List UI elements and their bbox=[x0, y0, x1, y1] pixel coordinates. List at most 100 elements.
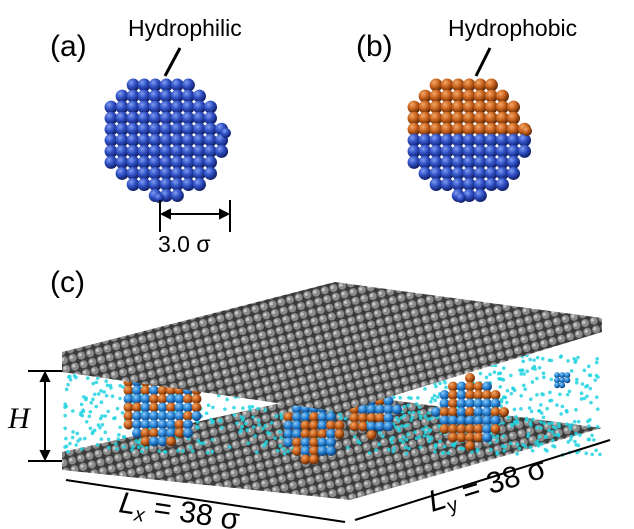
water bbox=[399, 439, 403, 443]
water bbox=[406, 432, 410, 436]
water bbox=[444, 386, 448, 390]
height-arrow bbox=[28, 371, 62, 461]
water bbox=[387, 448, 391, 452]
water bbox=[88, 410, 92, 414]
water bbox=[402, 435, 406, 439]
water bbox=[586, 420, 590, 424]
water bbox=[111, 394, 115, 398]
particle bbox=[522, 126, 532, 136]
water bbox=[71, 436, 75, 440]
water bbox=[542, 422, 546, 426]
water bbox=[557, 433, 561, 437]
water bbox=[510, 392, 514, 396]
panel-label: (b) bbox=[356, 30, 393, 63]
water bbox=[235, 421, 239, 425]
water bbox=[595, 361, 599, 365]
water bbox=[89, 427, 93, 431]
water bbox=[427, 429, 431, 433]
water bbox=[568, 390, 572, 394]
water bbox=[265, 440, 269, 444]
water bbox=[566, 359, 570, 363]
water bbox=[84, 396, 88, 400]
particle bbox=[499, 407, 509, 417]
water bbox=[114, 442, 118, 446]
water bbox=[97, 392, 101, 396]
water bbox=[547, 428, 551, 432]
water bbox=[513, 389, 517, 393]
water bbox=[434, 444, 438, 448]
water bbox=[416, 396, 420, 400]
water bbox=[489, 448, 493, 452]
water bbox=[121, 411, 125, 415]
water bbox=[96, 443, 100, 447]
water bbox=[574, 443, 578, 447]
water bbox=[502, 449, 506, 453]
water bbox=[87, 415, 91, 419]
water bbox=[163, 450, 167, 454]
water bbox=[404, 445, 408, 449]
water bbox=[247, 441, 251, 445]
water bbox=[71, 430, 75, 434]
water bbox=[479, 372, 483, 376]
water bbox=[407, 396, 411, 400]
particle bbox=[465, 441, 475, 451]
water bbox=[531, 418, 535, 422]
water bbox=[418, 414, 422, 418]
water bbox=[378, 443, 382, 447]
water bbox=[374, 448, 378, 452]
water bbox=[93, 429, 97, 433]
water bbox=[581, 382, 585, 386]
water bbox=[539, 426, 543, 430]
water bbox=[553, 433, 557, 437]
water bbox=[553, 445, 557, 449]
water bbox=[525, 369, 529, 373]
water bbox=[122, 445, 126, 449]
water bbox=[587, 424, 591, 428]
water bbox=[537, 444, 541, 448]
water bbox=[496, 452, 500, 456]
water bbox=[207, 403, 211, 407]
particle bbox=[559, 382, 565, 388]
water bbox=[368, 451, 372, 455]
water bbox=[519, 372, 523, 376]
water bbox=[539, 403, 543, 407]
water bbox=[106, 410, 110, 414]
water bbox=[526, 435, 530, 439]
water bbox=[433, 450, 437, 454]
water bbox=[528, 406, 532, 410]
water bbox=[107, 446, 111, 450]
water bbox=[74, 443, 78, 447]
water bbox=[590, 434, 594, 438]
water bbox=[573, 360, 577, 364]
water bbox=[584, 385, 588, 389]
water bbox=[181, 449, 185, 453]
water bbox=[241, 406, 245, 410]
water bbox=[116, 437, 120, 441]
water bbox=[418, 405, 422, 409]
water bbox=[274, 414, 278, 418]
water bbox=[574, 408, 578, 412]
water bbox=[93, 392, 97, 396]
water bbox=[276, 449, 280, 453]
water bbox=[408, 411, 412, 415]
water bbox=[548, 391, 552, 395]
water bbox=[251, 415, 255, 419]
annotation: Hydrophilic bbox=[128, 15, 242, 41]
water bbox=[501, 444, 505, 448]
water bbox=[282, 447, 286, 451]
particle bbox=[392, 405, 402, 415]
water bbox=[109, 386, 113, 390]
water bbox=[257, 419, 261, 423]
water bbox=[488, 373, 492, 377]
water bbox=[122, 435, 126, 439]
water bbox=[529, 397, 533, 401]
water bbox=[405, 438, 409, 442]
water bbox=[338, 413, 342, 417]
water bbox=[544, 435, 548, 439]
particle bbox=[485, 178, 498, 191]
water bbox=[573, 440, 577, 444]
water bbox=[339, 416, 343, 420]
water bbox=[442, 451, 446, 455]
particle bbox=[171, 189, 184, 202]
water bbox=[541, 357, 545, 361]
